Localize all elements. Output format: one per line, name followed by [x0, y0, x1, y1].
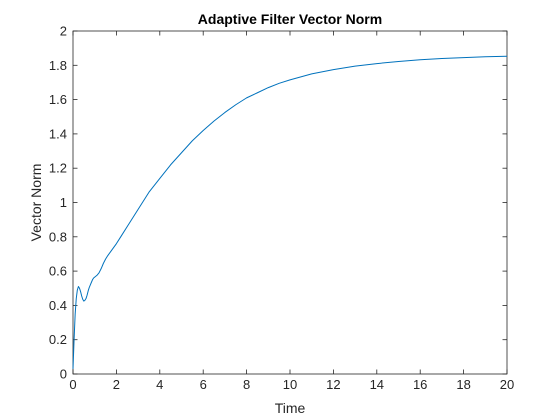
- y-tick-label: 1.6: [49, 92, 67, 107]
- x-tick-label: 10: [283, 377, 297, 392]
- y-tick-label: 1.8: [49, 58, 67, 73]
- y-tick-label: 1.4: [49, 126, 67, 141]
- x-axis-title: Time: [275, 400, 306, 416]
- x-tick-label: 4: [156, 377, 163, 392]
- axes-box: [72, 30, 508, 375]
- series-layer: [72, 55, 508, 369]
- x-tick-label: 18: [456, 377, 470, 392]
- plot-area: [73, 31, 507, 374]
- y-tick-label: 0: [60, 367, 67, 382]
- x-tick-label: 0: [69, 377, 76, 392]
- y-tick-label: 1: [60, 195, 67, 210]
- x-tick-label: 16: [413, 377, 427, 392]
- y-axis-title: Vector Norm: [28, 164, 44, 242]
- y-tick-label: 0.6: [49, 264, 67, 279]
- x-tick-label: 2: [113, 377, 120, 392]
- series-line: [72, 55, 508, 369]
- y-tick-label: 0.8: [49, 229, 67, 244]
- axes-layer: 0 2 4 6 8 10 12 14 16 18 20 0 0.2 0.4 0.6 0.8 1 1.2 1.4 1.6…: [49, 24, 514, 393]
- x-tick-label: 20: [500, 377, 514, 392]
- chart-title: Adaptive Filter Vector Norm: [198, 11, 382, 27]
- x-tick-label: 14: [370, 377, 384, 392]
- y-tick-label: 2: [60, 24, 67, 39]
- x-tick-label: 8: [243, 377, 250, 392]
- y-tick-label: 1.2: [49, 161, 67, 176]
- x-tick-label: 12: [326, 377, 340, 392]
- x-tick-label: 6: [200, 377, 207, 392]
- y-tick-label: 0.4: [49, 298, 67, 313]
- y-tick-label: 0.2: [49, 332, 67, 347]
